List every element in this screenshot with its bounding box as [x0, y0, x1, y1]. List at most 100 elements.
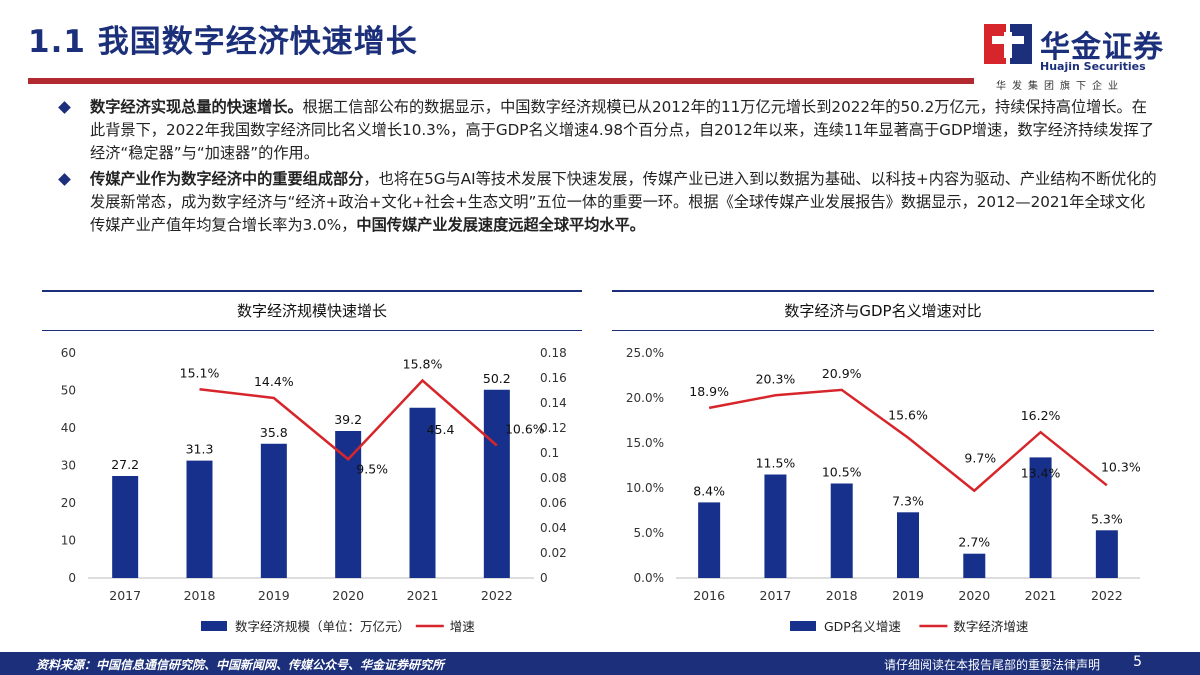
legend-bar-swatch	[790, 621, 816, 631]
y-tick-label: 40	[61, 421, 76, 435]
bar	[764, 474, 787, 578]
logo-english-name: Huajin Securities	[1040, 60, 1146, 73]
line-data-label: 15.6%	[888, 408, 928, 423]
line-data-label: 14.4%	[254, 374, 294, 389]
series-line	[708, 388, 1108, 493]
y-tick-label: 0.0%	[634, 571, 665, 585]
bar	[112, 476, 139, 578]
y-tick-label: 20	[61, 496, 76, 510]
y-tick-label: 50	[61, 384, 76, 398]
line-data-label: 18.9%	[689, 384, 729, 399]
bar	[483, 389, 510, 578]
footer-bar: 资料来源：中国信息通信研究院、中国新闻网、传媒公众号、华金证券研究所 请仔细阅读…	[0, 652, 1200, 675]
y2-tick-label: 0.06	[540, 496, 567, 510]
y-tick-label: 30	[61, 459, 76, 473]
y-tick-label: 10.0%	[626, 481, 664, 495]
bar-data-label: 27.2	[111, 457, 139, 472]
bar-data-label: 31.3	[186, 442, 214, 457]
y2-tick-label: 0.04	[540, 521, 567, 535]
y-tick-label: 10	[61, 534, 76, 548]
y2-tick-label: 0.18	[540, 346, 567, 360]
bullet-heading: 数字经济实现总量的快速增长。	[90, 98, 303, 116]
huajin-logo-icon	[984, 24, 1032, 64]
x-tick-label: 2017	[109, 588, 141, 603]
bullet-heading: 传媒产业作为数字经济中的重要组成部分	[90, 170, 364, 188]
x-tick-label: 2017	[760, 588, 792, 603]
bar-data-label: 11.5%	[756, 456, 796, 471]
bar	[963, 553, 986, 578]
footer-disclaimer: 请仔细阅读在本报告尾部的重要法律声明	[883, 658, 1100, 672]
y-tick-label: 0	[68, 571, 76, 585]
legend-bar-label: 数字经济规模（单位：万亿元）	[235, 619, 410, 634]
line-data-label: 10.6%	[505, 422, 545, 437]
y2-tick-label: 0.02	[540, 546, 567, 560]
x-tick-label: 2020	[958, 588, 990, 603]
x-tick-label: 2019	[258, 588, 290, 603]
y-tick-label: 5.0%	[634, 526, 665, 540]
line-data-label: 15.8%	[403, 357, 443, 372]
chart1-plot: 0 10 20 30 40 50 60 0 0.02 0.04 0.06 0.08 0.1 0.12 0.1…	[61, 346, 567, 634]
chart-digital-economy-scale: 数字经济规模快速增长 0 10 20 30 40 50 60 0 0.02 0.04 0.06 0.0…	[42, 290, 582, 642]
line-data-label: 16.2%	[1021, 408, 1061, 423]
bullet-text: 根据工信部公布的数据显示，中国数字经济规模已从2012年的11万亿元增长到202…	[90, 98, 1155, 162]
title-divider	[28, 78, 974, 84]
chart2-plot: 0.0% 5.0% 10.0% 15.0% 20.0% 25.0% 2016 2017 2018…	[626, 346, 1141, 634]
y2-tick-label: 0.16	[540, 371, 567, 385]
legend-bar-swatch	[201, 621, 227, 631]
chart-growth-comparison: 数字经济与GDP名义增速对比 0.0% 5.0% 10.0% 15.0% 20.0% 25…	[612, 290, 1154, 642]
footer-source: 资料来源：中国信息通信研究院、中国新闻网、传媒公众号、华金证券研究所	[36, 658, 445, 672]
diamond-bullet-icon	[58, 173, 71, 186]
x-tick-label: 2022	[1091, 588, 1123, 603]
page-title: 1.1 我国数字经济快速增长	[28, 24, 418, 60]
chart-title: 数字经济规模快速增长	[42, 290, 582, 331]
y-tick-label: 15.0%	[626, 436, 664, 450]
bar-data-label: 35.8	[260, 425, 288, 440]
bar	[830, 483, 853, 578]
page-number: 5	[1133, 654, 1142, 670]
line-data-label: 9.5%	[356, 461, 388, 476]
x-tick-label: 2021	[407, 588, 439, 603]
company-logo: 华金证券 Huajin Securities 华发集团旗下企业	[984, 20, 1184, 92]
bar	[897, 512, 919, 578]
bullet-conclusion: 中国传媒产业发展速度远超全球平均水平。	[356, 216, 645, 234]
bar-data-label: 7.3%	[892, 493, 924, 508]
bar-data-label: 2.7%	[958, 535, 990, 550]
x-tick-label: 2018	[184, 588, 216, 603]
y-tick-label: 20.0%	[626, 391, 664, 405]
bar	[1095, 530, 1118, 578]
bar	[409, 407, 436, 578]
bar-data-label: 10.5%	[822, 465, 862, 480]
y-tick-label: 60	[61, 346, 76, 360]
y2-tick-label: 0	[540, 571, 548, 585]
bar	[260, 443, 287, 578]
x-tick-label: 2021	[1025, 588, 1057, 603]
x-tick-label: 2019	[892, 588, 924, 603]
line-data-label: 15.1%	[180, 365, 220, 380]
legend-line-label: 增速	[450, 619, 476, 634]
bullet-text: ，也将在5G与AI等技术发展下快速发展，传媒产业已进入到以数据为基础、以科技+内…	[90, 170, 1157, 234]
bar-data-label: 39.2	[334, 412, 362, 427]
y2-tick-label: 0.14	[540, 396, 567, 410]
x-tick-label: 2016	[693, 588, 725, 603]
line-data-label: 9.7%	[964, 451, 996, 466]
bar-data-label: 13.4%	[1021, 465, 1061, 480]
logo-subtitle: 华发集团旗下企业	[996, 81, 1124, 92]
y2-tick-label: 0.12	[540, 421, 567, 435]
bar-data-label: 45.4	[427, 422, 455, 437]
legend-bar-label: GDP名义增速	[824, 619, 901, 634]
bar	[186, 460, 213, 578]
bar-data-label: 50.2	[483, 371, 511, 386]
line-data-label: 20.3%	[756, 371, 796, 386]
x-tick-label: 2018	[826, 588, 858, 603]
bullet-item: 传媒产业作为数字经济中的重要组成部分，也将在5G与AI等技术发展下快速发展，传媒…	[58, 168, 1160, 237]
line-data-label: 10.3%	[1101, 459, 1141, 474]
summary-bullets: 数字经济实现总量的快速增长。根据工信部公布的数据显示，中国数字经济规模已从201…	[58, 96, 1160, 240]
y-tick-label: 25.0%	[626, 346, 664, 360]
y2-tick-label: 0.08	[540, 471, 567, 485]
series-line	[199, 378, 498, 461]
line-data-label: 20.9%	[822, 366, 862, 381]
y2-tick-label: 0.1	[540, 446, 559, 460]
bar-data-label: 5.3%	[1091, 511, 1123, 526]
bar	[698, 502, 721, 578]
logo-chinese-name: 华金证券	[1040, 30, 1164, 65]
